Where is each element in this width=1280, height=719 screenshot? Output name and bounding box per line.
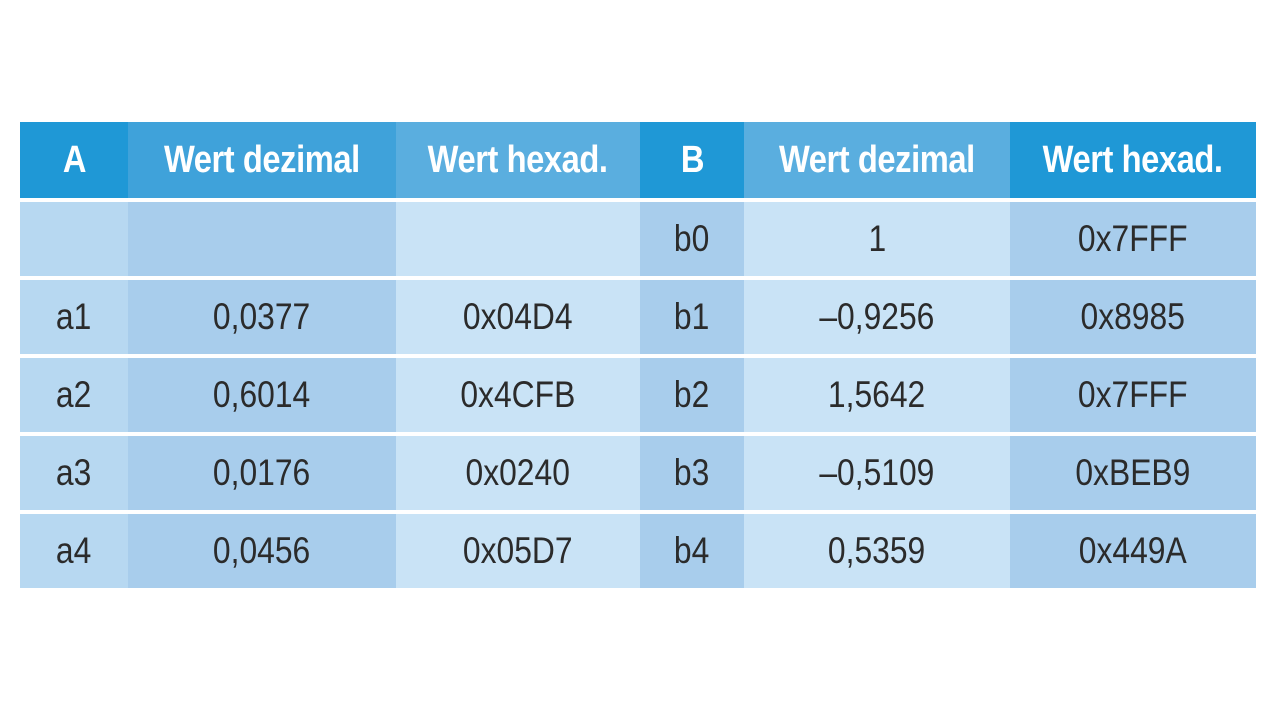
cell-text: 1: [868, 218, 886, 259]
header-a-decimal-label: Wert dezimal: [164, 138, 360, 181]
cell-b-name: b1: [640, 276, 744, 354]
cell-text: 0x7FFF: [1078, 218, 1188, 259]
cell-b-hex: 0x7FFF: [1010, 354, 1256, 432]
cell-text: 1,5642: [828, 374, 926, 415]
coefficient-table: A Wert dezimal Wert hexad. B Wert dezima…: [20, 122, 1256, 588]
cell-text: a4: [56, 530, 92, 571]
header-b-hex-label: Wert hexad.: [1043, 138, 1223, 181]
header-a-decimal: Wert dezimal: [128, 122, 396, 198]
cell-a-decimal: [128, 198, 396, 276]
cell-a-hex: 0x04D4: [396, 276, 640, 354]
cell-text: b1: [674, 296, 710, 337]
cell-text: 0x04D4: [463, 296, 573, 337]
header-b: B: [640, 122, 744, 198]
coefficient-table-container: A Wert dezimal Wert hexad. B Wert dezima…: [20, 122, 1256, 588]
table-row: b0 1 0x7FFF: [20, 198, 1256, 276]
cell-text: 0,6014: [213, 374, 311, 415]
cell-a-name: a2: [20, 354, 128, 432]
cell-b-hex: 0x7FFF: [1010, 198, 1256, 276]
header-b-decimal-label: Wert dezimal: [779, 138, 975, 181]
cell-text: b4: [674, 530, 710, 571]
cell-a-hex: 0x0240: [396, 432, 640, 510]
header-b-label: B: [680, 138, 704, 181]
cell-a-hex: 0x4CFB: [396, 354, 640, 432]
cell-b-name: b0: [640, 198, 744, 276]
cell-text: b2: [674, 374, 710, 415]
cell-b-name: b2: [640, 354, 744, 432]
cell-text: 0,0377: [213, 296, 311, 337]
header-a: A: [20, 122, 128, 198]
cell-text: b0: [674, 218, 710, 259]
cell-text: 0x05D7: [463, 530, 573, 571]
table-row: a3 0,0176 0x0240 b3 –0,5109 0xBEB9: [20, 432, 1256, 510]
cell-a-decimal: 0,0176: [128, 432, 396, 510]
cell-b-decimal: 0,5359: [744, 510, 1010, 588]
cell-b-name: b3: [640, 432, 744, 510]
cell-text: 0,0456: [213, 530, 311, 571]
cell-b-name: b4: [640, 510, 744, 588]
header-b-hex: Wert hexad.: [1010, 122, 1256, 198]
cell-a-name: a4: [20, 510, 128, 588]
cell-a-name: a3: [20, 432, 128, 510]
table-row: a2 0,6014 0x4CFB b2 1,5642 0x7FFF: [20, 354, 1256, 432]
cell-text: 0x449A: [1079, 530, 1187, 571]
cell-text: 0x7FFF: [1078, 374, 1188, 415]
cell-text: 0,0176: [213, 452, 311, 493]
cell-text: –0,5109: [819, 452, 935, 493]
header-a-label: A: [62, 138, 86, 181]
cell-a-name: a1: [20, 276, 128, 354]
cell-text: a3: [56, 452, 92, 493]
cell-text: –0,9256: [819, 296, 935, 337]
cell-text: a1: [56, 296, 92, 337]
cell-text: a2: [56, 374, 92, 415]
header-b-decimal: Wert dezimal: [744, 122, 1010, 198]
cell-a-hex: [396, 198, 640, 276]
cell-text: 0x4CFB: [460, 374, 576, 415]
cell-a-decimal: 0,6014: [128, 354, 396, 432]
cell-b-decimal: –0,9256: [744, 276, 1010, 354]
table-row: a4 0,0456 0x05D7 b4 0,5359 0x449A: [20, 510, 1256, 588]
header-a-hex: Wert hexad.: [396, 122, 640, 198]
cell-b-decimal: –0,5109: [744, 432, 1010, 510]
cell-b-decimal: 1,5642: [744, 354, 1010, 432]
cell-text: 0xBEB9: [1075, 452, 1191, 493]
cell-text: 0,5359: [828, 530, 926, 571]
table-header-row: A Wert dezimal Wert hexad. B Wert dezima…: [20, 122, 1256, 198]
cell-b-hex: 0xBEB9: [1010, 432, 1256, 510]
cell-b-decimal: 1: [744, 198, 1010, 276]
cell-text: 0x8985: [1080, 296, 1186, 337]
cell-a-hex: 0x05D7: [396, 510, 640, 588]
cell-text: b3: [674, 452, 710, 493]
cell-a-decimal: 0,0377: [128, 276, 396, 354]
cell-a-name: [20, 198, 128, 276]
cell-b-hex: 0x449A: [1010, 510, 1256, 588]
header-a-hex-label: Wert hexad.: [428, 138, 608, 181]
cell-text: 0x0240: [465, 452, 571, 493]
table-row: a1 0,0377 0x04D4 b1 –0,9256 0x8985: [20, 276, 1256, 354]
cell-b-hex: 0x8985: [1010, 276, 1256, 354]
cell-a-decimal: 0,0456: [128, 510, 396, 588]
